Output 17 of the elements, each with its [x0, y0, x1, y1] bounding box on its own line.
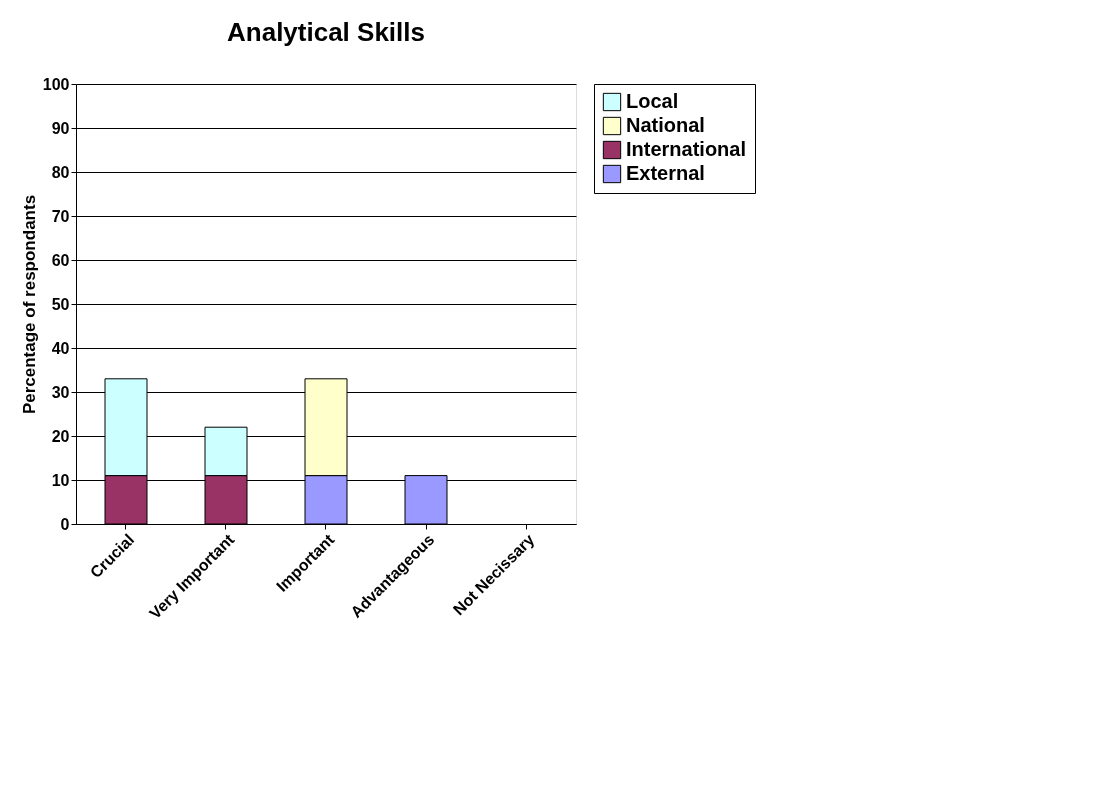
- y-tick-label: 90: [51, 119, 70, 137]
- legend-label: National: [626, 114, 705, 136]
- y-tick-label: 100: [42, 75, 70, 93]
- y-tick-label: 50: [51, 295, 70, 313]
- y-tick-label: 70: [51, 207, 70, 225]
- y-tick-label: 10: [51, 471, 70, 489]
- y-tick-label: 20: [51, 427, 70, 445]
- legend-label: Local: [626, 90, 679, 112]
- legend-label: External: [626, 162, 705, 184]
- chart-title: Analytical Skills: [227, 17, 425, 47]
- y-tick-label: 80: [51, 163, 70, 181]
- y-axis-title: Percentage of respondants: [19, 194, 39, 415]
- y-tick-label: 0: [60, 515, 70, 533]
- legend-label: International: [626, 138, 747, 160]
- y-tick-label: 30: [51, 383, 70, 401]
- y-tick-label: 40: [51, 339, 70, 357]
- y-tick-label: 60: [51, 251, 70, 269]
